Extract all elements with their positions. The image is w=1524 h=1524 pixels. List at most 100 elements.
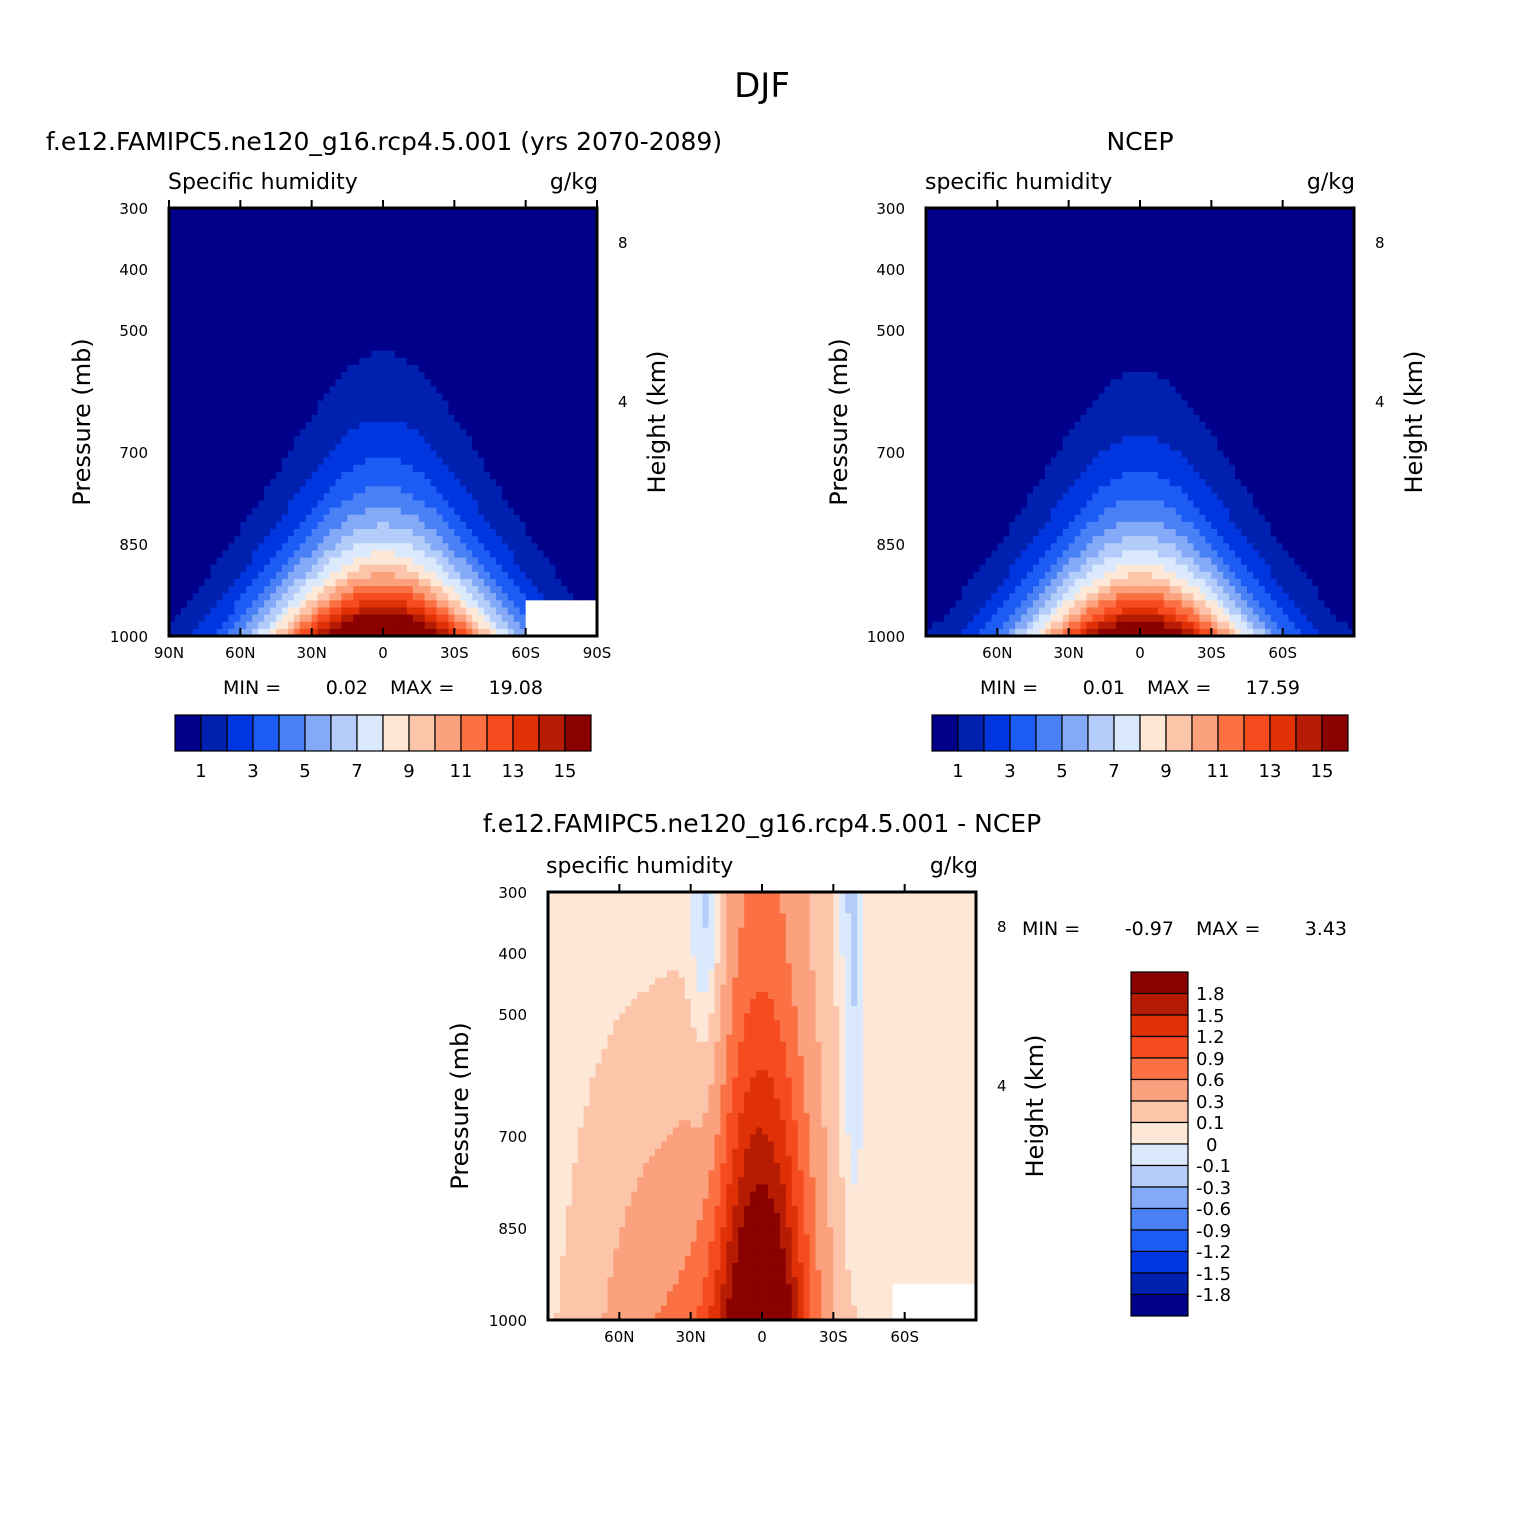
field-cell: [353, 578, 360, 587]
field-cell: [281, 614, 289, 623]
field-cell: [371, 486, 378, 494]
field-cell: [543, 307, 551, 316]
field-cell: [525, 293, 533, 302]
field-cell: [442, 422, 449, 430]
field-cell: [579, 236, 586, 245]
field-cell: [412, 222, 420, 230]
field-cell: [537, 607, 545, 616]
field-cell: [436, 607, 444, 616]
field-cell: [537, 500, 545, 509]
field-cell: [341, 293, 348, 302]
field-cell: [276, 250, 283, 259]
field-cell: [180, 628, 188, 637]
field-cell: [216, 414, 224, 423]
field-cell: [460, 343, 467, 352]
field-cell: [377, 307, 384, 316]
field-cell: [270, 279, 277, 288]
field-cell: [484, 607, 491, 616]
field-cell: [543, 514, 551, 523]
field-cell: [454, 621, 461, 630]
field-cell: [371, 464, 378, 473]
field-cell: [573, 543, 580, 551]
field-cell: [501, 543, 509, 551]
field-cell: [478, 250, 485, 259]
field-cell: [537, 557, 545, 566]
field-cell: [1128, 243, 1135, 252]
field-cell: [985, 229, 992, 238]
field-cell: [180, 372, 188, 380]
field-cell: [478, 243, 485, 252]
field-cell: [430, 379, 438, 387]
field-cell: [400, 471, 408, 480]
field-cell: [531, 208, 539, 216]
field-cell: [490, 450, 497, 459]
field-cell: [537, 265, 545, 273]
field-cell: [537, 236, 545, 245]
field-cell: [281, 628, 289, 637]
field-cell: [246, 215, 253, 223]
field-cell: [472, 393, 479, 402]
field-cell: [507, 586, 515, 594]
field-cell: [216, 557, 224, 566]
field-cell: [1145, 215, 1153, 223]
field-cell: [1252, 243, 1260, 252]
field-cell: [329, 307, 337, 316]
field-cell: [216, 429, 224, 437]
field-cell: [174, 450, 182, 459]
field-cell: [406, 593, 414, 601]
field-cell: [579, 464, 586, 473]
field-cell: [198, 307, 206, 316]
field-cell: [246, 457, 253, 466]
field-cell: [180, 543, 188, 551]
field-cell: [323, 208, 331, 216]
field-cell: [424, 329, 432, 337]
field-cell: [412, 350, 420, 359]
field-cell: [180, 521, 188, 530]
field-cell: [400, 350, 408, 359]
field-cell: [305, 600, 313, 609]
field-cell: [937, 236, 945, 245]
field-cell: [246, 450, 253, 459]
field-cell: [1318, 222, 1325, 230]
field-cell: [412, 236, 420, 245]
field-cell: [1205, 236, 1212, 245]
field-cell: [525, 407, 533, 416]
field-cell: [573, 243, 580, 252]
field-cell: [281, 265, 289, 273]
field-cell: [454, 393, 461, 402]
field-cell: [222, 500, 230, 509]
field-cell: [561, 521, 568, 530]
field-cell: [264, 593, 271, 601]
field-cell: [359, 322, 366, 330]
field-cell: [430, 543, 438, 551]
field-cell: [359, 364, 366, 373]
field-cell: [1050, 229, 1058, 238]
field-cell: [561, 507, 568, 516]
field-cell: [1318, 208, 1325, 216]
field-cell: [204, 514, 212, 523]
field-cell: [454, 614, 461, 623]
field-cell: [478, 536, 485, 544]
field-cell: [287, 464, 295, 473]
field-cell: [222, 614, 230, 623]
field-cell: [383, 557, 390, 566]
field-cell: [311, 243, 319, 252]
field-cell: [466, 208, 473, 216]
field-cell: [317, 557, 325, 566]
field-cell: [1021, 243, 1028, 252]
field-cell: [281, 529, 289, 537]
field-cell: [973, 208, 981, 216]
field-cell: [591, 322, 598, 330]
field-cell: [490, 257, 497, 266]
field-cell: [359, 379, 366, 387]
field-cell: [192, 593, 200, 601]
field-cell: [186, 407, 194, 416]
field-cell: [472, 414, 479, 423]
field-cell: [1258, 208, 1266, 216]
field-cell: [430, 257, 438, 266]
field-cell: [371, 493, 378, 502]
field-cell: [460, 486, 467, 494]
field-cell: [472, 279, 479, 288]
field-cell: [335, 450, 342, 459]
field-cell: [204, 272, 212, 280]
